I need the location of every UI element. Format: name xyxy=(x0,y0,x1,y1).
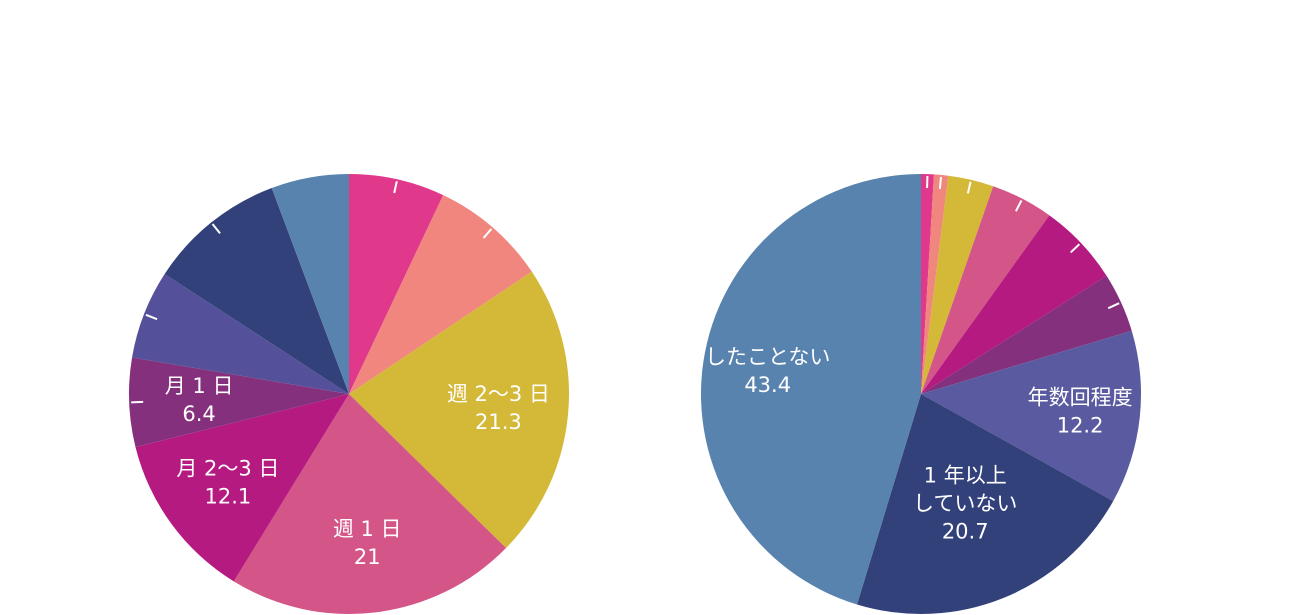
pie-1-tick-7 xyxy=(145,313,158,321)
pie-2-tick-5 xyxy=(1069,243,1081,254)
pie-2-label-7: 年数回程度 12.2 xyxy=(1028,385,1133,437)
pie-2-slice-5 xyxy=(921,215,1107,394)
pie-1-slice-9 xyxy=(271,174,349,394)
pie-2-slice-6 xyxy=(921,275,1132,394)
pie-1-slice-5 xyxy=(135,394,349,582)
pie-2-slice-4 xyxy=(921,186,1050,394)
pie-1-tick-2 xyxy=(482,228,493,239)
pie-1-label-6: 月 1 日 6.4 xyxy=(165,374,234,426)
pie-2-slice-1 xyxy=(921,173,934,394)
pie-2-label-8: 1 年以上していない 20.7 xyxy=(913,463,1017,543)
pie-1-label-3: 週 2〜3 日 21.3 xyxy=(447,382,550,434)
pie-2-slice-2 xyxy=(921,174,949,394)
pie-2-slice-9 xyxy=(700,174,921,605)
pie-2-tick-6 xyxy=(1107,302,1120,310)
pie-chart-2: 年数回程度 12.21 年以上していない 20.7 したことない 43.4 xyxy=(700,173,1142,615)
pie-2-label-9: したことない 43.4 xyxy=(705,345,830,397)
pie-2-slice-7 xyxy=(921,330,1142,502)
pie-1-slice-6 xyxy=(129,357,349,448)
pie-1-tick-1 xyxy=(393,181,398,194)
pie-1-slice-3 xyxy=(349,271,570,549)
pie-2-tick-3 xyxy=(966,181,972,194)
pie-1-tick-8 xyxy=(211,223,221,234)
pie-1-label-5: 月 2〜3 日 12.1 xyxy=(176,457,279,509)
pie-2-slice-3 xyxy=(921,175,994,394)
pie-1-slice-1 xyxy=(349,174,444,394)
pie-1-slice-2 xyxy=(349,195,532,394)
pie-chart-1: 週 2〜3 日 21.3 週 1 日 21 月 2〜3 日 12.1 月 1 日 6.4 xyxy=(129,174,570,615)
pie-2-tick-2 xyxy=(938,176,942,189)
pie-2-tick-4 xyxy=(1015,200,1023,212)
pie-1-slice-8 xyxy=(164,188,349,394)
pie-2-slice-8 xyxy=(857,394,1114,615)
pie-1-slice-4 xyxy=(233,394,507,615)
pie-1-slice-7 xyxy=(132,273,349,394)
pie-1-label-4: 週 1 日 21 xyxy=(333,517,402,569)
